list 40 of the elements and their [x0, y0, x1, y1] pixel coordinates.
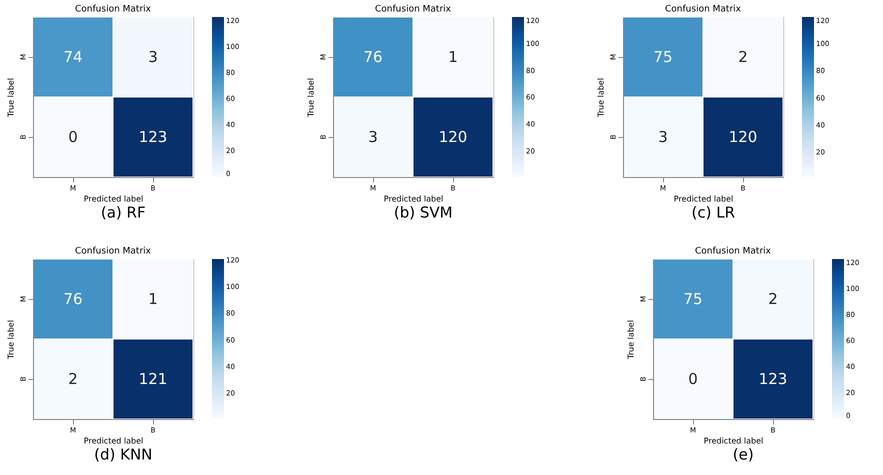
y-axis-title: True label	[6, 320, 16, 360]
data-label: 120	[438, 128, 468, 146]
x-axis-title: Predicted label	[84, 436, 144, 446]
data-label: 121	[138, 370, 168, 388]
data-label: 1	[148, 290, 158, 308]
data-label: 2	[68, 370, 78, 388]
data-label: 3	[368, 128, 378, 146]
chart-title: Confusion Matrix	[665, 4, 742, 14]
data-label: 74	[63, 48, 83, 66]
y-axis-title: True label	[596, 78, 606, 118]
data-label: 2	[768, 290, 778, 308]
data-label: 1	[448, 48, 458, 66]
y-axis-title: True label	[626, 320, 636, 360]
text: (e)	[732, 446, 754, 464]
data-label: 123	[138, 128, 168, 146]
data-label: 0	[688, 370, 698, 388]
text: (b) SVM	[394, 204, 453, 222]
x-axis-title: Predicted label	[704, 436, 764, 446]
chart-title: Confusion Matrix	[695, 246, 772, 256]
x-axis-title: Predicted label	[384, 194, 444, 204]
data-label: 3	[658, 128, 668, 146]
text: (c) LR	[692, 204, 735, 222]
chart-title: Confusion Matrix	[75, 246, 152, 256]
data-label: 75	[683, 290, 703, 308]
data-label: 76	[363, 48, 383, 66]
y-axis-title: True label	[306, 78, 316, 118]
x-axis-title: Predicted label	[674, 194, 734, 204]
data-label: 75	[653, 48, 673, 66]
data-label: 120	[728, 128, 758, 146]
chart-title: Confusion Matrix	[375, 4, 452, 14]
data-label: 3	[148, 48, 158, 66]
chart-title: Confusion Matrix	[75, 4, 152, 14]
text: (d) KNN	[94, 446, 152, 464]
x-axis-title: Predicted label	[84, 194, 144, 204]
y-axis-title: True label	[6, 78, 16, 118]
text: (a) RF	[100, 204, 146, 222]
data-label: 0	[68, 128, 78, 146]
data-label: 76	[63, 290, 83, 308]
data-label: 2	[738, 48, 748, 66]
data-label: 123	[758, 370, 788, 388]
